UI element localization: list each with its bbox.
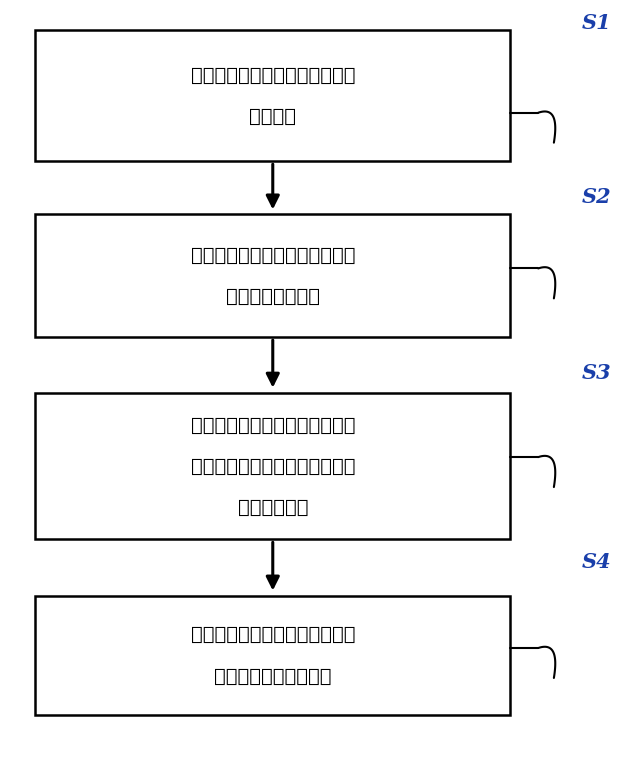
Text: 图像获取步骤，获取道路路面的: 图像获取步骤，获取道路路面的 xyxy=(191,66,355,85)
Bar xyxy=(35,596,510,715)
Text: S4: S4 xyxy=(582,552,611,572)
Text: 区域的路面平整度情况: 区域的路面平整度情况 xyxy=(214,667,332,686)
Bar xyxy=(35,213,510,338)
Text: S3: S3 xyxy=(582,363,611,382)
Text: 像素点匹配步骤，获取基准图像: 像素点匹配步骤，获取基准图像 xyxy=(191,416,355,435)
Text: S2: S2 xyxy=(582,187,611,207)
Text: 中任意一个像素点在对比图像上: 中任意一个像素点在对比图像上 xyxy=(191,457,355,476)
Text: 像的各个边缘区域: 像的各个边缘区域 xyxy=(226,287,320,306)
Text: 的匹配像素点: 的匹配像素点 xyxy=(237,498,308,517)
Text: 双目图像: 双目图像 xyxy=(249,107,296,126)
Text: S1: S1 xyxy=(582,13,611,33)
Text: 图像边缘检测步骤，得到基准图: 图像边缘检测步骤，得到基准图 xyxy=(191,245,355,264)
Text: 路面检测步骤，确定待检测路面: 路面检测步骤，确定待检测路面 xyxy=(191,625,355,644)
Bar xyxy=(35,30,510,161)
Bar xyxy=(35,394,510,540)
